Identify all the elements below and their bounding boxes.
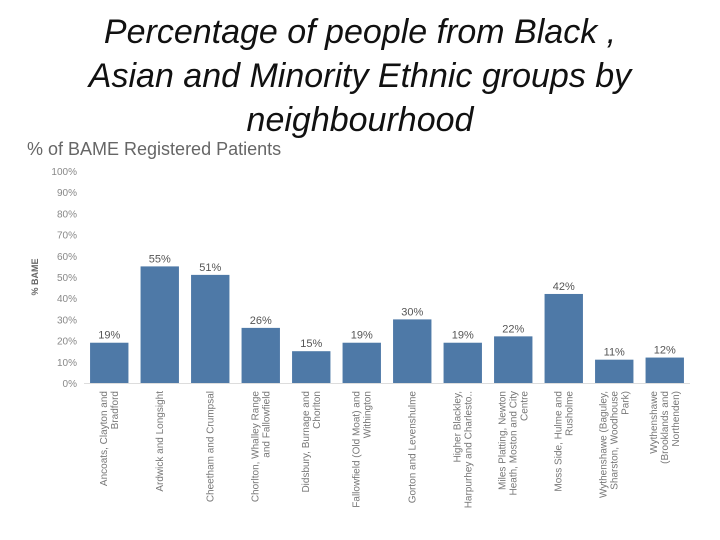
y-tick-label: 60% (57, 252, 77, 263)
category-label-line: Wythenshawe (649, 391, 660, 454)
category-label: Cheetham and Crumpsal (205, 391, 216, 502)
data-label: 30% (401, 306, 423, 318)
category-label-line: Wythenshawe (Baguley, (598, 391, 609, 498)
category-label: Gorton and Levenshulme (407, 391, 418, 504)
data-label: 19% (351, 330, 373, 342)
bar (595, 359, 634, 383)
category-label-line: Centre (519, 391, 530, 421)
bar (140, 266, 179, 383)
y-tick-label: 90% (57, 188, 77, 199)
category-label-line: Gorton and Levenshulme (407, 391, 418, 504)
category-label-line: (Brooklands and (660, 391, 671, 464)
bar (241, 327, 280, 383)
category-label: Miles Platting, NewtonHeath, Moston and … (497, 391, 530, 496)
category-label-line: Park) (620, 391, 631, 415)
category-label: Didsbury, Burnage andChorlton (301, 391, 323, 493)
data-label: 22% (502, 323, 524, 335)
slide-title: Percentage of people from Black , Asian … (0, 10, 720, 142)
y-tick-label: 10% (57, 358, 77, 369)
category-label-line: Harpurhey and Charlesto.. (463, 391, 474, 508)
category-label-line: Ancoats, Clayton and (99, 391, 110, 486)
category-label-line: Heath, Moston and City (508, 391, 519, 496)
y-tick-label: 30% (57, 315, 77, 326)
data-label: 55% (149, 253, 171, 265)
data-label: 51% (199, 262, 221, 274)
bar (544, 293, 583, 383)
category-label: Moss Side, Hulme andRusholme (553, 391, 575, 492)
slide-title-line-2: Asian and Minority Ethnic groups by (88, 57, 632, 95)
category-label-line: Withington (362, 391, 373, 438)
y-tick-label: 100% (51, 167, 77, 178)
category-label-line: Chorlton (312, 391, 323, 429)
bar (443, 342, 482, 383)
data-label: 12% (654, 345, 676, 357)
bar (342, 342, 381, 383)
category-label: Higher Blackley,Harpurhey and Charlesto.… (452, 391, 474, 508)
data-label: 15% (300, 338, 322, 350)
category-label-line: Rusholme (564, 391, 575, 436)
category-label-line: Bradford (110, 391, 121, 429)
category-label: Chorlton, Whalley Rangeand Fallowfield (250, 391, 272, 503)
category-label: Wythenshawe (Baguley,Sharston, Woodhouse… (598, 391, 631, 498)
data-label: 19% (452, 330, 474, 342)
slide-title-line-3: neighbourhood (246, 101, 474, 139)
y-tick-label: 80% (57, 209, 77, 220)
category-label-line: Miles Platting, Newton (497, 391, 508, 490)
category-label: Ancoats, Clayton andBradford (99, 391, 121, 486)
bar (191, 274, 230, 383)
category-label-line: Cheetham and Crumpsal (205, 391, 216, 502)
bar (393, 319, 432, 383)
category-label-line: Chorlton, Whalley Range (250, 391, 261, 503)
category-label-line: Sharston, Woodhouse (609, 391, 620, 490)
y-tick-label: 0% (63, 379, 78, 390)
data-label: 26% (250, 315, 272, 327)
category-label-line: Northenden) (671, 391, 682, 447)
bar (645, 357, 684, 383)
category-label-line: Ardwick and Longsight (155, 391, 166, 492)
category-label-line: Moss Side, Hulme and (553, 391, 564, 492)
bar (90, 342, 129, 383)
y-tick-label: 70% (57, 231, 77, 242)
category-label-line: Didsbury, Burnage and (301, 391, 312, 493)
data-label: 42% (553, 281, 575, 293)
category-label-line: Higher Blackley, (452, 391, 463, 463)
category-label: Ardwick and Longsight (155, 391, 166, 492)
category-label: Wythenshawe(Brooklands andNorthenden) (649, 391, 682, 464)
bar (292, 351, 331, 383)
data-label: 11% (604, 347, 625, 359)
slide-title-line-1: Percentage of people from Black , (103, 13, 617, 51)
y-tick-label: 20% (57, 337, 77, 348)
chart-title: % of BAME Registered Patients (27, 139, 282, 159)
y-tick-label: 40% (57, 294, 77, 305)
category-label: Fallowfield (Old Moat) andWithington (351, 391, 373, 508)
y-axis-label: % BAME (30, 258, 40, 295)
data-label: 19% (98, 330, 120, 342)
category-label-line: and Fallowfield (261, 391, 272, 458)
category-label-line: Fallowfield (Old Moat) and (351, 391, 362, 508)
y-tick-label: 50% (57, 273, 77, 284)
bar (494, 336, 533, 383)
